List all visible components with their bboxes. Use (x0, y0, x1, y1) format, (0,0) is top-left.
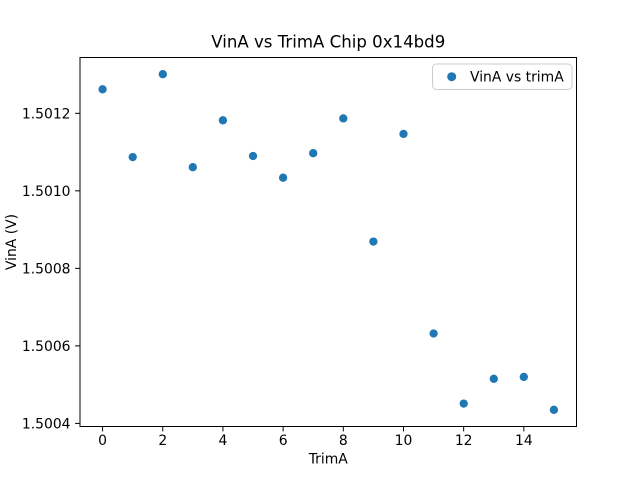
data-point (309, 149, 318, 158)
y-tick-label: 1.5012 (22, 106, 71, 122)
data-point (459, 399, 468, 408)
legend-marker-icon (447, 72, 457, 82)
data-point (399, 129, 408, 139)
x-tick-label: 4 (219, 433, 228, 449)
data-point (248, 151, 258, 161)
x-tick-label: 2 (158, 433, 167, 449)
x-tick-label: 12 (455, 433, 473, 449)
data-point (188, 163, 197, 172)
data-point (158, 70, 167, 79)
y-axis-label: VinA (V) (4, 214, 20, 270)
data-point (519, 372, 528, 382)
y-tick-label: 1.5006 (22, 339, 71, 355)
legend-label: VinA vs trimA (470, 69, 564, 85)
data-point (128, 152, 137, 162)
data-point (218, 116, 228, 125)
x-tick-label: 14 (515, 433, 533, 449)
x-tick-label: 10 (395, 433, 413, 449)
x-tick-label: 0 (98, 433, 107, 449)
y-tick-label: 1.5010 (22, 184, 71, 200)
data-point (339, 114, 348, 123)
data-point (489, 374, 498, 383)
x-tick-label: 6 (279, 433, 288, 449)
y-tick-label: 1.5008 (22, 261, 71, 277)
data-point (98, 85, 107, 94)
data-point (278, 173, 288, 182)
legend-box (432, 63, 573, 90)
chart-title: VinA vs TrimA Chip 0x14bd9 (211, 33, 445, 52)
data-point (429, 329, 438, 338)
x-axis-label: TrimA (308, 452, 349, 468)
x-tick-label: 8 (339, 433, 348, 449)
data-point (549, 405, 559, 414)
plot-frame (79, 57, 577, 427)
data-point (369, 237, 378, 246)
y-tick-label: 1.5004 (22, 416, 71, 432)
